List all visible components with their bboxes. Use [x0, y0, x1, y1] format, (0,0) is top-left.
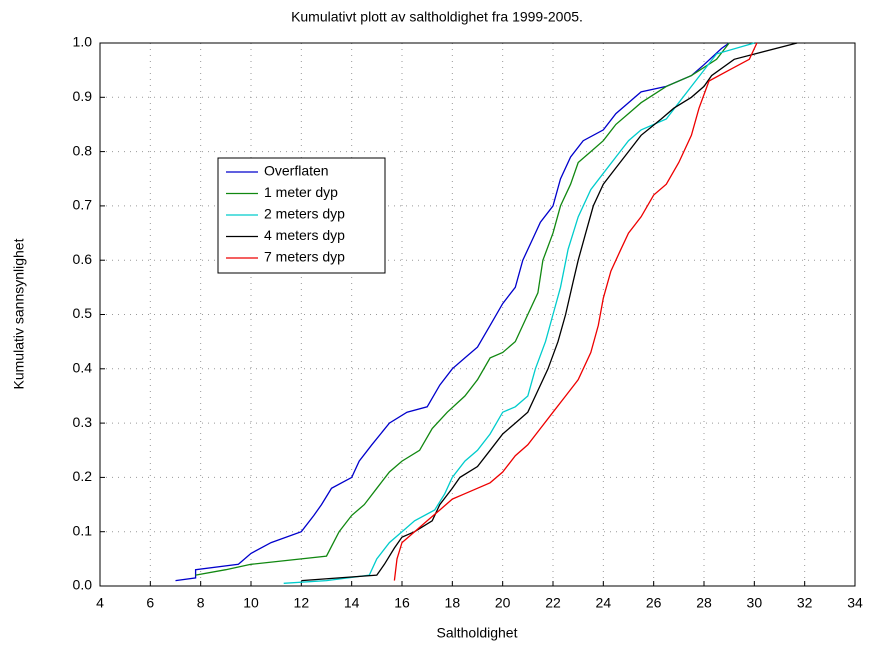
plot-frame	[99, 42, 856, 587]
y-tick-label: 0.6	[73, 251, 93, 267]
series-line	[393, 42, 758, 581]
x-tick-label: 14	[344, 595, 360, 611]
x-tick-label: 30	[747, 595, 763, 611]
x-tick-label: 6	[146, 595, 154, 611]
y-tick-label: 0.3	[73, 414, 93, 430]
x-tick-label: 28	[696, 595, 712, 611]
y-axis-label: Kumulativ sannsynlighet	[11, 238, 27, 389]
x-tick-label: 22	[545, 595, 561, 611]
legend-label: 1 meter dyp	[264, 184, 338, 200]
legend: Overflaten 1 meter dyp 2 meters dyp 4 meter…	[217, 157, 386, 274]
y-tick-label: 1.0	[73, 34, 93, 50]
x-tick-label: 32	[797, 595, 813, 611]
y-tick-label: 0.1	[73, 522, 93, 538]
x-tick-label: 18	[445, 595, 461, 611]
y-tick-label: 0.7	[73, 197, 93, 213]
legend-label: 7 meters dyp	[264, 249, 345, 265]
series-line	[195, 42, 730, 576]
x-tick-label: 20	[495, 595, 511, 611]
x-tick-label: 16	[394, 595, 410, 611]
y-tick-label: 0.8	[73, 142, 93, 158]
x-tick-label: 26	[646, 595, 662, 611]
y-tick-label: 0.2	[73, 468, 93, 484]
x-tick-label: 8	[197, 595, 205, 611]
x-tick-label: 4	[96, 595, 104, 611]
x-axis-label: Saltholdighet	[437, 625, 518, 641]
y-tick-label: 0.4	[73, 360, 93, 376]
x-tick-label: 10	[243, 595, 259, 611]
series-line	[283, 42, 755, 584]
series-line	[301, 42, 798, 582]
legend-label: Overflaten	[264, 163, 329, 179]
x-tick-label: 24	[596, 595, 612, 611]
legend-label: 2 meters dyp	[264, 206, 345, 222]
legend-label: 4 meters dyp	[264, 227, 345, 243]
series-line	[175, 42, 730, 582]
y-tick-label: 0.0	[73, 577, 93, 593]
x-tick-label: 34	[847, 595, 863, 611]
y-tick-label: 0.9	[73, 88, 93, 104]
y-tick-label: 0.5	[73, 305, 93, 321]
x-tick-label: 12	[294, 595, 310, 611]
chart-title: Kumulativt plott av saltholdighet fra 19…	[291, 9, 583, 25]
